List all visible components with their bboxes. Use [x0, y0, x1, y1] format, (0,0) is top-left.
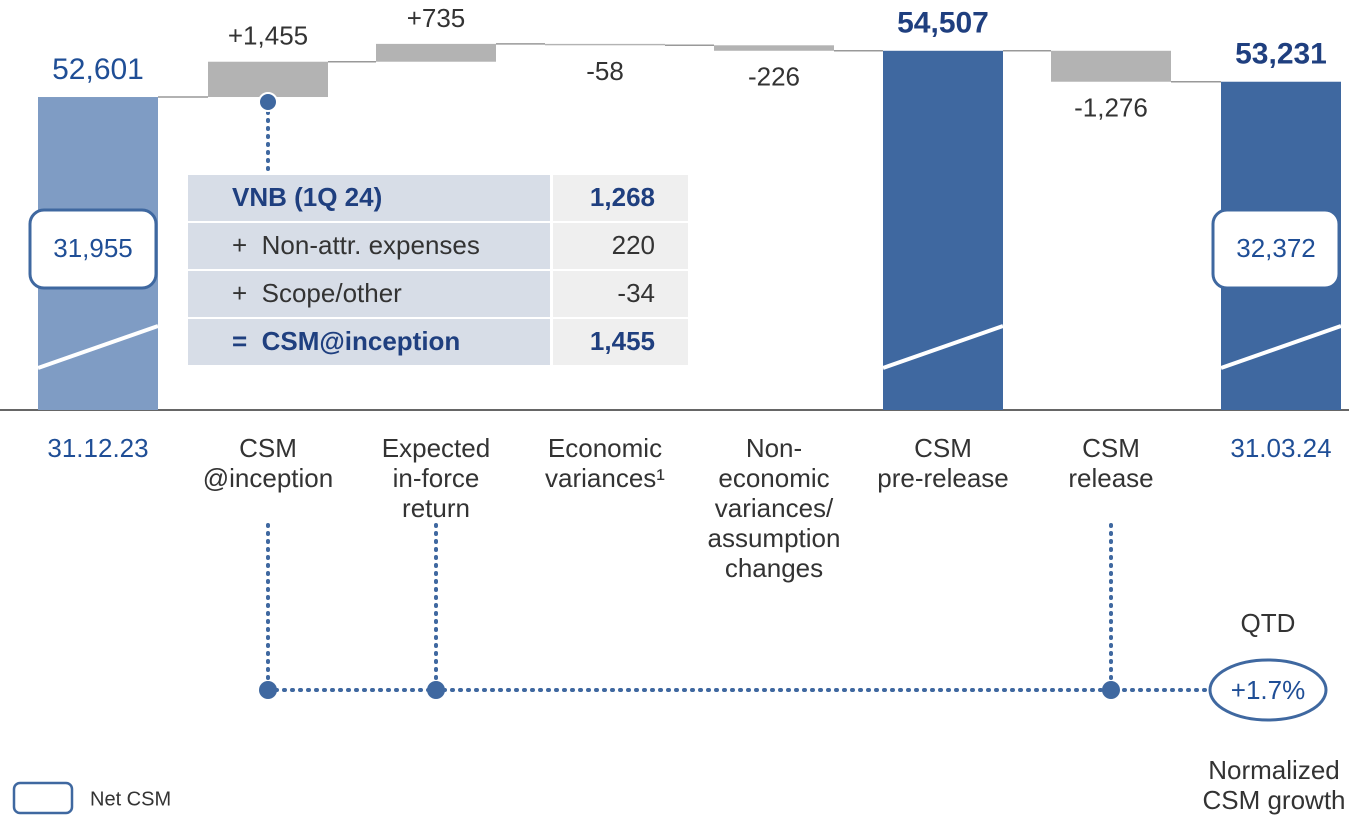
value-label: +735: [407, 3, 466, 33]
net-csm-label: 31,955: [53, 233, 133, 263]
dot: [427, 681, 445, 699]
bar: [1051, 50, 1171, 82]
growth-caption: Normalized: [1208, 755, 1340, 785]
bar: [545, 43, 665, 46]
growth-label: +1.7%: [1231, 675, 1305, 705]
table-text: + Scope/other: [232, 278, 402, 308]
x-tick-label: Expected: [382, 433, 490, 463]
axis-break: [1220, 324, 1342, 370]
x-tick-label: variances¹: [545, 463, 665, 493]
bar: [883, 50, 1003, 411]
table-cell: [188, 223, 550, 269]
value-label: -58: [586, 56, 624, 86]
axis-break: [37, 324, 159, 370]
dot: [258, 92, 278, 112]
growth-caption: CSM growth: [1202, 785, 1345, 815]
value-label: 52,601: [52, 53, 144, 86]
dot: [1102, 681, 1120, 699]
table-text: = CSM@inception: [232, 326, 460, 356]
bar: [714, 45, 834, 51]
x-tick-label: CSM: [914, 433, 972, 463]
table-cell: [553, 175, 688, 221]
x-tick-label: @inception: [203, 463, 333, 493]
value-label: 54,507: [897, 7, 989, 40]
table-cell: [188, 271, 550, 317]
x-tick-label: CSM: [239, 433, 297, 463]
bar: [376, 43, 496, 62]
table-cell: [553, 319, 688, 365]
x-tick-label: 31.12.23: [47, 433, 148, 463]
table-value: 1,268: [590, 182, 655, 212]
table-value: 1,455: [590, 326, 655, 356]
table-cell: [553, 271, 688, 317]
value-label: -226: [748, 62, 800, 92]
table-text: VNB (1Q 24): [232, 182, 382, 212]
legend-swatch: [12, 781, 74, 815]
net-csm-label: 32,372: [1236, 233, 1316, 263]
bar: [208, 61, 328, 98]
net-csm-box: [28, 208, 158, 290]
x-tick-label: 31.03.24: [1230, 433, 1331, 463]
table-text: + Non-attr. expenses: [232, 230, 480, 260]
axis-break: [882, 324, 1004, 370]
x-tick-label: changes: [725, 553, 823, 583]
dot: [259, 681, 277, 699]
x-tick-label: variances/: [715, 493, 834, 523]
value-label: +1,455: [228, 21, 308, 51]
growth-period: QTD: [1241, 608, 1296, 638]
table-cell: [188, 175, 550, 221]
value-label: -1,276: [1074, 93, 1148, 123]
table-value: -34: [617, 278, 655, 308]
x-tick-label: return: [402, 493, 470, 523]
x-tick-label: pre-release: [877, 463, 1009, 493]
x-tick-label: Non-: [746, 433, 802, 463]
legend-label: Net CSM: [90, 788, 171, 810]
x-tick-label: CSM: [1082, 433, 1140, 463]
growth-ellipse: [1208, 658, 1328, 722]
x-tick-label: assumption: [708, 523, 841, 553]
x-tick-label: economic: [718, 463, 829, 493]
table-cell: [188, 319, 550, 365]
value-label: 53,231: [1235, 38, 1327, 71]
x-tick-label: in-force: [393, 463, 480, 493]
table-value: 220: [612, 230, 655, 260]
x-tick-label: Economic: [548, 433, 662, 463]
x-tick-label: release: [1068, 463, 1153, 493]
net-csm-box: [1211, 208, 1341, 290]
table-cell: [553, 223, 688, 269]
